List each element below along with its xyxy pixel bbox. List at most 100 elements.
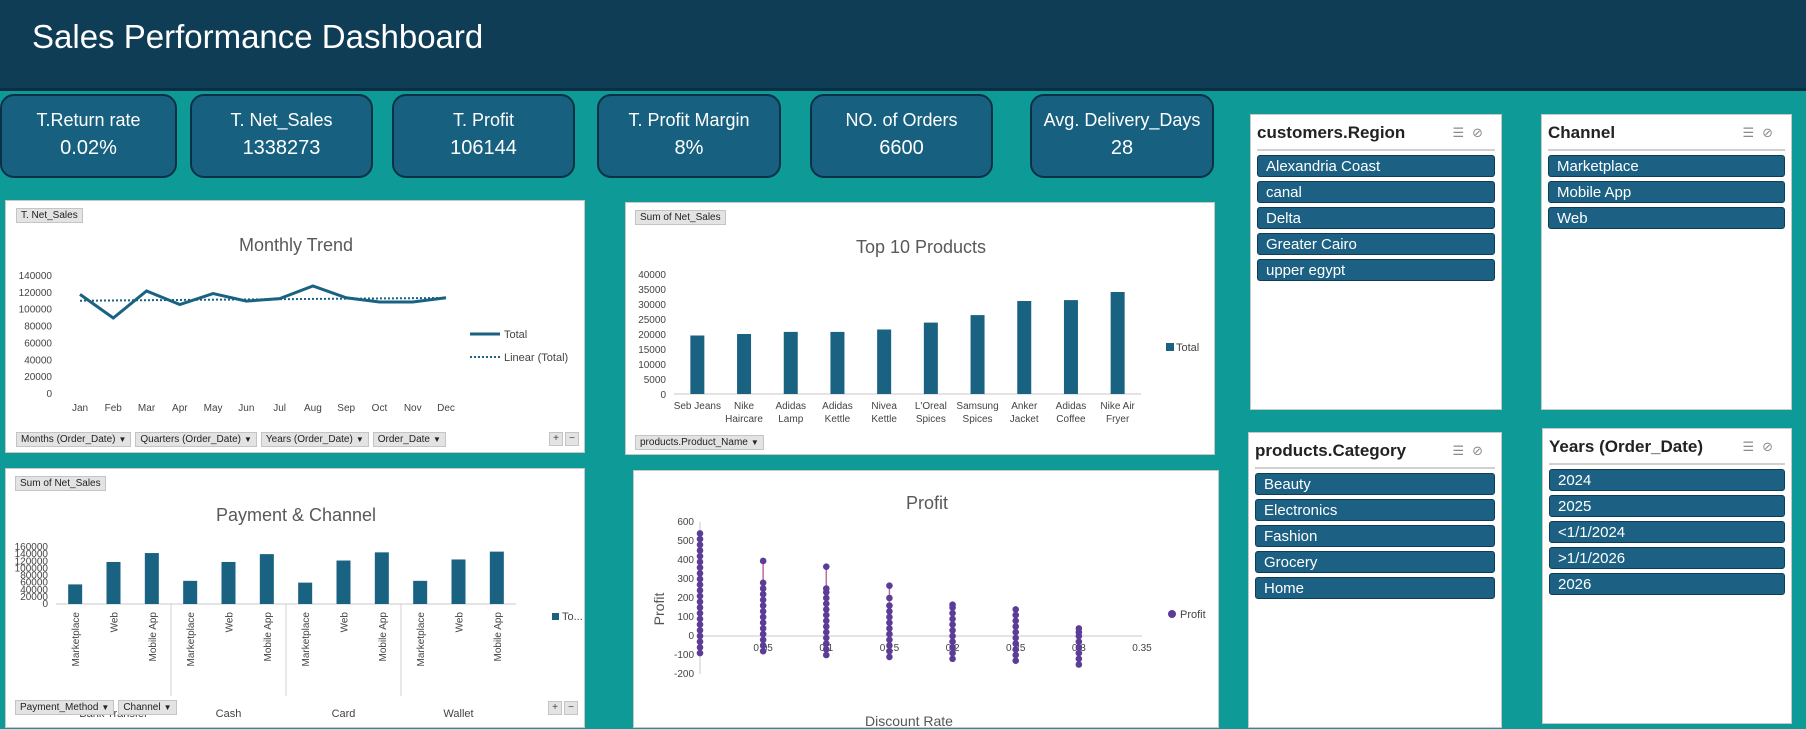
chart-title: Top 10 Products (855, 237, 987, 257)
kpi-value: 28 (1110, 137, 1134, 159)
filter-months[interactable]: Months (Order_Date) ▼ (16, 432, 132, 447)
legend-total-label: Total (1176, 342, 1199, 354)
slicer-item-2026[interactable]: 2026 (1549, 573, 1785, 595)
y-tick-label: 200 (677, 593, 694, 604)
scatter-point (759, 630, 767, 638)
bar (489, 551, 504, 604)
slicer-item-grocery[interactable]: Grocery (1255, 551, 1495, 573)
field-tag[interactable]: Sum of Net_Sales (635, 210, 726, 225)
scatter-point (949, 609, 956, 617)
multi-select-icon[interactable]: ☰ (1452, 443, 1473, 458)
y-tick-label: 120000 (15, 556, 49, 567)
clear-filter-icon[interactable]: ⊘ (1472, 125, 1491, 140)
channel-slicer: Channel ☰⊘ Marketplace Mobile App Web (1541, 114, 1792, 410)
bar (183, 580, 198, 604)
category-slicer: products.Category ☰⊘ Beauty Electronics … (1248, 432, 1502, 728)
x-tick-label: Sep (337, 403, 355, 414)
slicer-item-marketplace[interactable]: Marketplace (1548, 155, 1785, 177)
chart-title: Monthly Trend (238, 235, 354, 255)
dropdown-icon: ▼ (118, 435, 127, 444)
scatter-point (886, 636, 893, 644)
slicer-item-delta[interactable]: Delta (1257, 207, 1495, 229)
bar (690, 335, 705, 394)
linear-trend-line (79, 296, 447, 302)
kpi-label: T. Profit Margin (628, 110, 750, 130)
legend-linear-label: Linear (Total) (504, 352, 568, 364)
slicer-item-greater-cairo[interactable]: Greater Cairo (1257, 233, 1495, 255)
x-tick-label: Feb (105, 403, 123, 414)
expand-icon[interactable]: + (549, 432, 563, 446)
bar (144, 553, 159, 604)
scatter-point (822, 600, 830, 607)
x-tick-label: Nivea (871, 401, 897, 412)
x-tick-label: Marketplace (416, 612, 427, 667)
y-tick-label: -100 (674, 650, 694, 661)
slicer-item-after-2026[interactable]: >1/1/2026 (1549, 547, 1785, 569)
slicer-item-beauty[interactable]: Beauty (1255, 473, 1495, 495)
filter-payment-method[interactable]: Payment_Method ▼ (15, 700, 115, 715)
multi-select-icon[interactable]: ☰ (1742, 439, 1763, 454)
y-tick-label: 80000 (24, 322, 52, 333)
slicer-item-web[interactable]: Web (1548, 207, 1785, 229)
expand-icon[interactable]: + (548, 701, 562, 715)
slicer-item-home[interactable]: Home (1255, 577, 1495, 599)
collapse-icon[interactable]: − (564, 701, 578, 715)
collapse-icon[interactable]: − (565, 432, 579, 446)
x-tick-label: Adidas (822, 401, 853, 412)
slicer-item-alexandria-coast[interactable]: Alexandria Coast (1257, 155, 1495, 177)
slicer-item-electronics[interactable]: Electronics (1255, 499, 1495, 521)
scatter-point (949, 615, 956, 623)
bar (737, 334, 752, 394)
x-axis-title: Discount Rate (865, 713, 953, 729)
scatter-point (759, 557, 767, 565)
field-tag[interactable]: Sum of Net_Sales (15, 476, 106, 491)
scatter-point (1012, 657, 1020, 664)
x-tick-label: Kettle (871, 414, 897, 425)
scatter-point (886, 653, 893, 661)
kpi-value: 0.02% (60, 137, 117, 159)
multi-select-icon[interactable]: ☰ (1452, 125, 1473, 140)
dropdown-icon: ▼ (432, 435, 441, 444)
filter-quarters[interactable]: Quarters (Order_Date) ▼ (135, 432, 257, 447)
scatter-point (759, 642, 767, 649)
slicer-item-upper-egypt[interactable]: upper egypt (1257, 259, 1495, 281)
scatter-point (822, 628, 830, 636)
slicer-item-2024[interactable]: 2024 (1549, 469, 1785, 491)
y-tick-label: -200 (674, 669, 694, 680)
slicer-item-mobile-app[interactable]: Mobile App (1548, 181, 1785, 203)
scatter-point (886, 642, 893, 649)
kpi-profit: T. Profit 106144 (392, 94, 575, 178)
clear-filter-icon[interactable]: ⊘ (1472, 443, 1491, 458)
y-tick-label: 60000 (20, 578, 48, 589)
slicer-item-2025[interactable]: 2025 (1549, 495, 1785, 517)
multi-select-icon[interactable]: ☰ (1742, 125, 1763, 140)
scatter-point (949, 627, 956, 634)
field-tag[interactable]: T. Net_Sales (16, 208, 83, 223)
profit-panel: Profit -200-100010020030040050060000.050… (633, 470, 1219, 729)
profit-scatter-chart: -200-100010020030040050060000.050.10.150… (651, 517, 1206, 729)
scatter-point (759, 585, 767, 592)
slicer-item-before-2024[interactable]: <1/1/2024 (1549, 521, 1785, 543)
y-axis-title: Profit (651, 593, 667, 626)
scatter-point (1012, 634, 1020, 642)
filter-product-name[interactable]: products.Product_Name ▼ (635, 435, 764, 450)
bar (970, 315, 985, 394)
clear-filter-icon[interactable]: ⊘ (1762, 125, 1781, 140)
x-tick-label: Jan (72, 403, 88, 414)
filter-label: Years (Order_Date) (265, 434, 353, 445)
y-tick-label: 80000 (20, 571, 48, 582)
total-series-line (79, 284, 447, 320)
bar (374, 552, 389, 604)
scatter-point (696, 581, 704, 588)
bar (783, 331, 798, 394)
slicer-item-fashion[interactable]: Fashion (1255, 525, 1495, 547)
scatter-point (759, 613, 767, 621)
bar (259, 554, 274, 604)
scatter-point (759, 608, 767, 615)
clear-filter-icon[interactable]: ⊘ (1762, 439, 1781, 454)
filter-channel[interactable]: Channel ▼ (118, 700, 177, 715)
filter-order-date[interactable]: Order_Date ▼ (372, 432, 446, 447)
slicer-item-canal[interactable]: canal (1257, 181, 1495, 203)
filter-years[interactable]: Years (Order_Date) ▼ (260, 432, 369, 447)
x-tick-label: Mar (138, 403, 156, 414)
